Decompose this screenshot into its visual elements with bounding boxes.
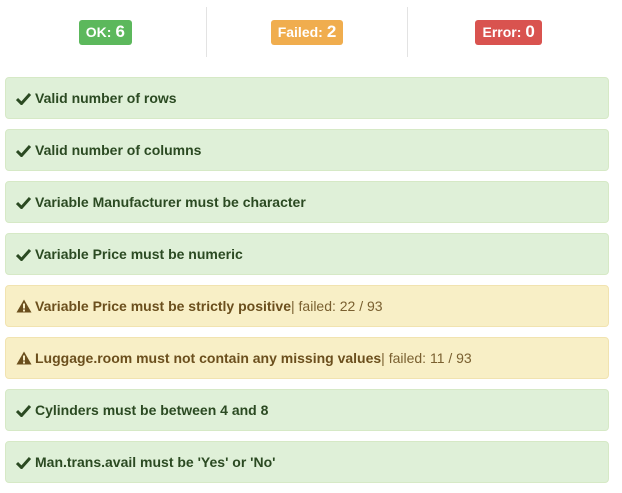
check-item: Variable Price must be numeric: [5, 233, 609, 275]
check-list: Valid number of rows Valid number of colu…: [5, 77, 609, 493]
check-item: Valid number of columns: [5, 129, 609, 171]
ok-badge: OK: 6: [78, 19, 132, 45]
check-icon: [16, 196, 32, 209]
check-label: Valid number of columns: [35, 142, 202, 158]
warning-icon: [16, 351, 32, 365]
check-label: Valid number of rows: [35, 90, 177, 106]
check-item: Variable Manufacturer must be character: [5, 181, 609, 223]
summary-bar: OK: 6 Failed: 2 Error: 0: [5, 7, 609, 57]
check-icon: [16, 248, 32, 261]
summary-ok: OK: 6: [5, 7, 207, 57]
check-icon: [16, 404, 32, 417]
check-label: Cylinders must be between 4 and 8: [35, 402, 269, 418]
check-failed-detail: | failed: 11 / 93: [381, 350, 472, 366]
error-count: 0: [525, 21, 535, 41]
ok-count: 6: [115, 21, 125, 41]
check-label: Man.trans.avail must be 'Yes' or 'No': [35, 454, 276, 470]
warning-icon: [16, 299, 32, 313]
check-item: Variable Price must be strictly positive…: [5, 285, 609, 327]
check-label: Luggage.room must not contain any missin…: [35, 350, 382, 366]
failed-badge: Failed: 2: [270, 19, 344, 45]
summary-failed: Failed: 2: [207, 7, 409, 57]
ok-label: OK:: [85, 23, 112, 40]
failed-label: Failed:: [277, 23, 323, 40]
error-badge: Error: 0: [475, 19, 542, 45]
check-label: Variable Price must be numeric: [35, 246, 243, 262]
check-failed-detail: | failed: 22 / 93: [291, 298, 383, 314]
check-icon: [16, 456, 32, 469]
summary-error: Error: 0: [408, 7, 609, 57]
check-icon: [16, 144, 32, 157]
check-item: Man.trans.avail must be 'Yes' or 'No': [5, 441, 609, 483]
check-item: Luggage.room must not contain any missin…: [5, 337, 609, 379]
check-icon: [16, 92, 32, 105]
check-label: Variable Manufacturer must be character: [35, 194, 306, 210]
error-label: Error:: [482, 23, 522, 40]
check-label: Variable Price must be strictly positive: [35, 298, 291, 314]
check-item: Valid number of rows: [5, 77, 609, 119]
check-item: Cylinders must be between 4 and 8: [5, 389, 609, 431]
failed-count: 2: [326, 21, 337, 41]
